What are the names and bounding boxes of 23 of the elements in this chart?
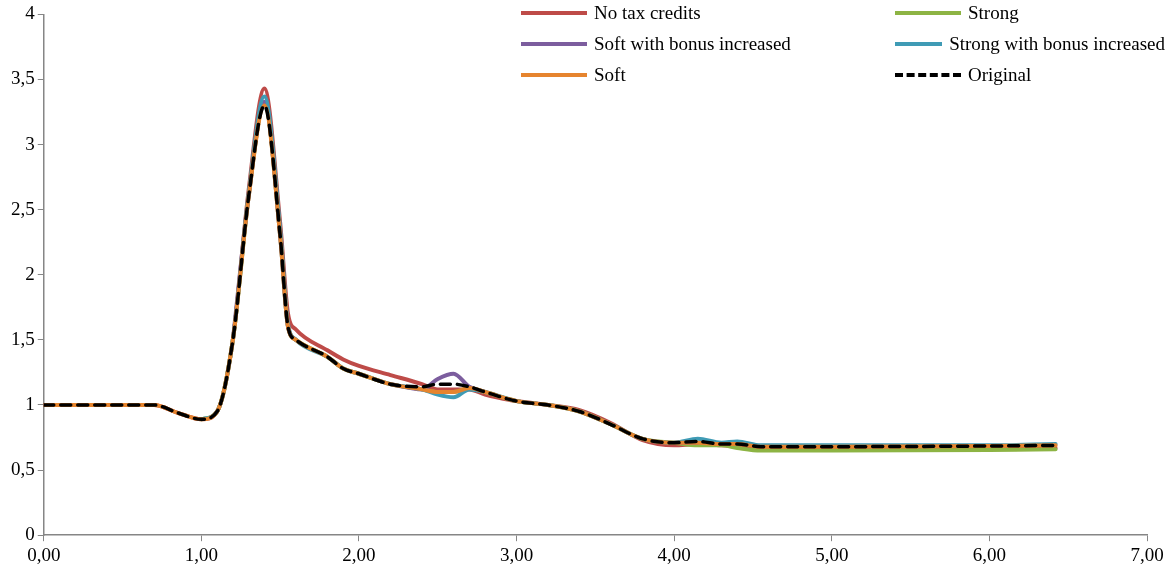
x-tick-label: 0,00 bbox=[27, 543, 61, 565]
x-tick-label: 1,00 bbox=[184, 543, 218, 565]
legend-label: Strong bbox=[968, 2, 1019, 24]
y-tick-label: 3 bbox=[25, 132, 35, 154]
y-tick-label: 1,5 bbox=[11, 327, 35, 349]
legend-label: Soft with bonus increased bbox=[594, 33, 791, 55]
y-tick-label: 0,5 bbox=[11, 458, 35, 480]
x-tick-label: 2,00 bbox=[342, 543, 376, 565]
y-tick-label: 3,5 bbox=[11, 67, 35, 89]
y-tick-label: 0 bbox=[25, 523, 35, 545]
legend-label: Soft bbox=[594, 64, 626, 86]
y-tick-label: 1 bbox=[25, 392, 35, 414]
x-tick-label: 4,00 bbox=[657, 543, 691, 565]
y-tick-label: 2 bbox=[25, 262, 35, 284]
y-tick-label: 4 bbox=[25, 2, 36, 24]
x-tick-label: 6,00 bbox=[972, 543, 1007, 565]
legend-label: Strong with bonus increased bbox=[949, 33, 1165, 55]
legend-label: No tax credits bbox=[594, 2, 701, 24]
y-tick-label: 2,5 bbox=[11, 197, 35, 219]
x-tick-label: 5,00 bbox=[815, 543, 849, 565]
x-tick-label: 3,00 bbox=[499, 543, 534, 565]
x-tick-label: 7,00 bbox=[1130, 543, 1164, 565]
legend-label: Original bbox=[968, 64, 1032, 86]
